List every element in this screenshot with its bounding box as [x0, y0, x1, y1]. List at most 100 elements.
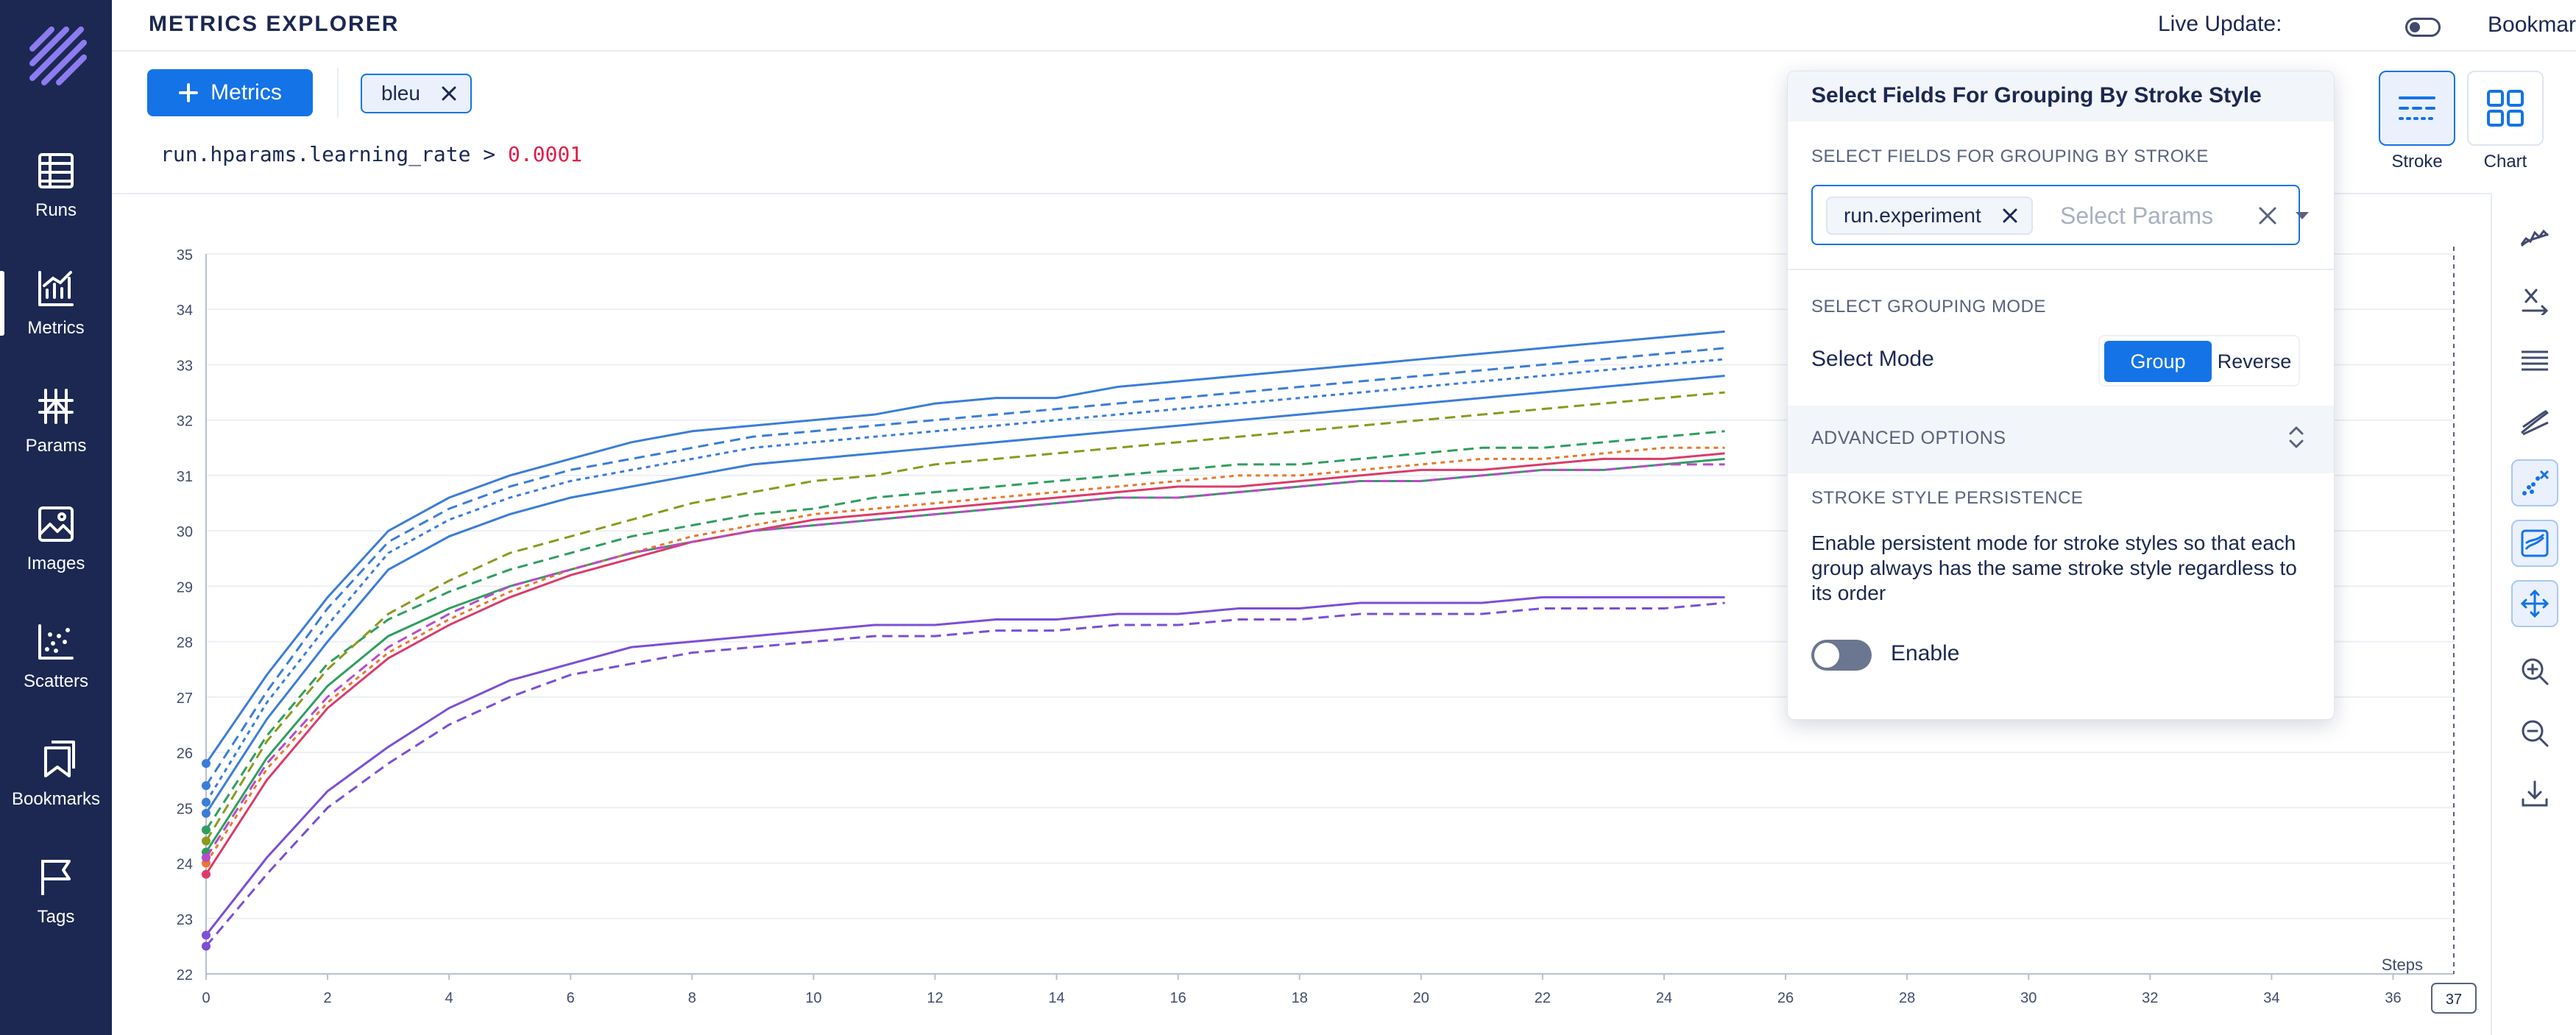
y-tick-label: 23: [177, 912, 193, 928]
header: METRICS EXPLORER Live Update: Bookmark: [112, 0, 2576, 52]
bookmarks-icon: [44, 741, 75, 777]
sidebar-item-metrics[interactable]: Metrics: [0, 250, 112, 368]
image-icon: [38, 506, 74, 542]
x-axis-label: Steps: [2382, 955, 2423, 974]
y-tick-label: 24: [177, 857, 193, 873]
x-tick-label: 20: [1413, 990, 1429, 1006]
close-icon[interactable]: [2002, 208, 2018, 224]
fields-select[interactable]: run.experiment Select Params: [1811, 185, 2309, 245]
reverse-mode-button[interactable]: Reverse: [2217, 350, 2292, 372]
sidebar-item-images[interactable]: Images: [0, 486, 112, 604]
sidebar-item-runs[interactable]: Runs: [0, 133, 112, 250]
table-icon: [38, 153, 74, 188]
series-line: [205, 446, 1725, 864]
series-line: [205, 452, 1725, 875]
plus-icon: [179, 83, 199, 102]
sidebar: Runs Metrics Params Images Scatters Book…: [0, 0, 112, 1035]
sidebar-item-label: Metrics: [27, 318, 85, 338]
enable-label: Enable: [1891, 641, 1960, 665]
x-tick-label: 4: [445, 990, 453, 1006]
y-tick-label: 28: [177, 635, 193, 651]
series-point: [202, 781, 210, 791]
live-update-label: Live Update:: [2158, 12, 2282, 36]
scatter-icon: [38, 624, 74, 660]
aggregate-icon: [2521, 529, 2549, 557]
field-chip[interactable]: run.experiment: [1826, 197, 2033, 235]
logo-icon[interactable]: [26, 27, 88, 88]
chart-grid-icon: [2487, 90, 2524, 127]
chevron-down-icon[interactable]: [2294, 210, 2310, 222]
live-update-toggle[interactable]: [2405, 18, 2441, 37]
smoothing-icon: [2520, 229, 2550, 247]
sidebar-item-params[interactable]: Params: [0, 368, 112, 486]
series-point: [202, 869, 210, 879]
zoom-in-button[interactable]: [2511, 648, 2558, 695]
x-tick-label: 24: [1656, 990, 1672, 1006]
y-tick-label: 35: [177, 247, 193, 264]
query-expression: run.hparams.learning_rate >: [160, 141, 509, 166]
advanced-options-label: ADVANCED OPTIONS: [1811, 428, 2006, 448]
metric-chip[interactable]: bleu: [361, 74, 472, 113]
fields-section-label: SELECT FIELDS FOR GROUPING BY STROKE: [1811, 146, 2209, 166]
zoom-mode-button[interactable]: [2511, 459, 2558, 506]
y-tick-label: 32: [177, 414, 193, 430]
x-tick-label: 32: [2142, 990, 2158, 1006]
y-tick-label: 26: [177, 746, 193, 762]
highlight-mode-button[interactable]: [2511, 337, 2558, 384]
stroke-style-label: Stroke: [2391, 152, 2443, 172]
group-mode-button[interactable]: Group: [2104, 341, 2212, 382]
sidebar-item-bookmarks[interactable]: Bookmarks: [0, 721, 112, 839]
sidebar-item-label: Bookmarks: [11, 789, 101, 809]
smoothing-button[interactable]: [2511, 215, 2558, 262]
y-tick-label: 31: [177, 469, 193, 485]
move-icon: [2520, 589, 2550, 618]
series-point: [202, 853, 210, 863]
aggregate-button[interactable]: [2511, 520, 2558, 567]
close-icon[interactable]: [441, 85, 457, 102]
persistence-toggle[interactable]: [1811, 640, 1872, 671]
series-line: [205, 596, 1725, 936]
stroke-grouping-popover: Select Fields For Grouping By Stroke Sty…: [1787, 71, 2335, 720]
download-button[interactable]: [2511, 770, 2558, 817]
divider: [1788, 269, 2334, 270]
x-axis-icon: [2522, 289, 2549, 315]
x-tick-label: 28: [1899, 990, 1915, 1006]
params-placeholder[interactable]: Select Params: [2060, 202, 2214, 229]
x-tick-label: 10: [805, 990, 821, 1006]
metric-chip-label: bleu: [381, 82, 420, 105]
series-point: [202, 930, 210, 940]
sidebar-item-label: Params: [25, 436, 87, 456]
x-tick-label: 26: [1777, 990, 1794, 1006]
y-tick-label: 25: [177, 801, 193, 817]
page-title: METRICS EXPLORER: [149, 12, 400, 36]
x-axis-button[interactable]: [2511, 277, 2558, 324]
add-metrics-button[interactable]: Metrics: [147, 69, 313, 116]
chevron-collapse-icon[interactable]: [2287, 425, 2306, 450]
sidebar-item-scatters[interactable]: Scatters: [0, 604, 112, 721]
clear-icon[interactable]: [2257, 205, 2278, 226]
zoom-out-button[interactable]: [2511, 710, 2558, 757]
x-tick-label: 12: [927, 990, 943, 1006]
query-value: 0.0001: [508, 141, 583, 166]
advanced-options-header[interactable]: [1788, 406, 2334, 473]
persistence-section-label: STROKE STYLE PERSISTENCE: [1811, 488, 2084, 508]
chart-grouping-button[interactable]: [2467, 71, 2544, 146]
stroke-style-button[interactable]: [2379, 71, 2455, 146]
series-line: [205, 375, 1725, 814]
series-line: [205, 358, 1725, 803]
mode-label: Select Mode: [1811, 347, 1934, 371]
outlier-button[interactable]: [2511, 399, 2558, 446]
move-button[interactable]: [2511, 580, 2558, 627]
series-line: [205, 391, 1725, 842]
sidebar-item-tags[interactable]: Tags: [0, 839, 112, 957]
grouping-section-label: SELECT GROUPING MODE: [1811, 297, 2046, 317]
y-tick-label: 30: [177, 524, 193, 540]
persistence-description: Enable persistent mode for stroke styles…: [1811, 531, 2297, 604]
sidebar-item-label: Images: [26, 554, 85, 573]
query-input[interactable]: run.hparams.learning_rate > 0.0001: [147, 131, 1796, 177]
y-tick-label: 22: [177, 967, 193, 983]
bookmark-button[interactable]: Bookmark: [2488, 9, 2576, 41]
step-cursor-box: [2431, 983, 2477, 1014]
